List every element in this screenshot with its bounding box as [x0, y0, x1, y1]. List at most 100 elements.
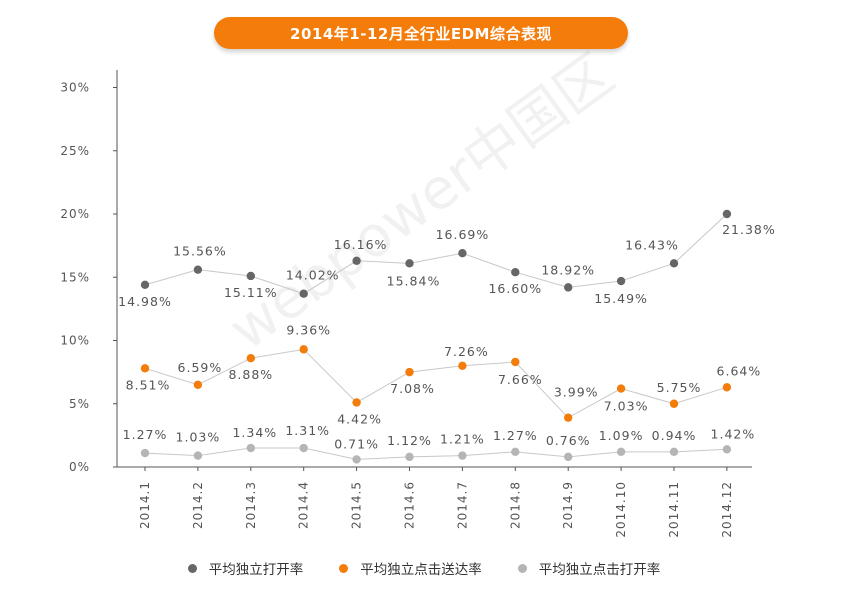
data-label: 7.03%	[604, 399, 649, 414]
data-point	[511, 267, 520, 277]
data-point	[722, 209, 732, 219]
data-point	[458, 249, 467, 258]
series-line	[144, 447, 727, 460]
data-point	[458, 361, 467, 370]
data-label: 7.26%	[444, 344, 489, 359]
data-label: 8.88%	[228, 367, 273, 382]
legend-label: 平均独立点击送达率	[360, 562, 482, 578]
data-label: 1.03%	[176, 430, 221, 445]
x-tick-label: 2014.2	[191, 481, 205, 529]
legend-marker	[339, 563, 349, 573]
x-tick-label: 2014.11	[667, 481, 681, 538]
legend-item: 平均独立点击打开率	[517, 558, 660, 578]
data-point	[511, 447, 520, 457]
data-label: 16.43%	[625, 237, 679, 252]
data-point	[405, 367, 414, 377]
data-label: 4.42%	[337, 411, 382, 426]
data-label: 14.98%	[118, 294, 172, 309]
series-lines	[144, 213, 728, 460]
data-label: 18.92%	[541, 262, 595, 277]
y-tick-label: 15%	[60, 270, 90, 284]
data-point	[352, 455, 361, 464]
data-point	[352, 256, 361, 266]
legend-item: 平均独立打开率	[187, 558, 304, 578]
legend-item: 平均独立点击送达率	[339, 558, 482, 578]
data-label: 9.36%	[286, 322, 331, 337]
data-label: 16.60%	[488, 281, 542, 296]
y-tick-label: 25%	[60, 144, 90, 158]
data-label: 1.21%	[440, 432, 485, 447]
data-point	[616, 384, 626, 393]
y-tick-label: 0%	[69, 460, 90, 474]
data-point	[669, 399, 679, 408]
data-point	[299, 345, 308, 354]
data-point	[511, 357, 520, 367]
y-tick-label: 5%	[69, 397, 90, 411]
data-point	[140, 364, 150, 373]
data-point	[405, 452, 414, 462]
data-label: 15.49%	[594, 291, 648, 306]
data-label: 0.76%	[546, 433, 591, 448]
data-point	[458, 451, 467, 460]
x-tick-label: 2014.3	[244, 481, 258, 529]
legend: 平均独立打开率 平均独立点击送达率 平均独立点击打开率	[0, 558, 848, 578]
data-label: 1.42%	[711, 426, 756, 441]
series-points	[140, 209, 732, 464]
data-label: 3.99%	[554, 385, 599, 400]
data-label: 1.27%	[493, 428, 538, 443]
legend-label: 平均独立打开率	[208, 562, 304, 578]
data-point	[564, 452, 573, 462]
data-point	[193, 265, 203, 274]
data-label: 14.02%	[286, 268, 340, 283]
data-point	[616, 276, 626, 286]
data-point	[299, 289, 308, 298]
chart-axes: 0% 5% 10% 15% 20% 25% 30% 2014.1 2014.2 2014.3 201…	[60, 70, 752, 538]
data-label: 1.27%	[123, 427, 168, 442]
x-tick-label: 2014.12	[720, 481, 734, 538]
legend-marker	[187, 563, 197, 573]
data-label: 15.84%	[387, 273, 441, 288]
data-label: 16.69%	[436, 227, 490, 242]
legend-marker	[517, 563, 527, 573]
x-tick-label: 2014.9	[561, 481, 575, 529]
data-point	[564, 413, 573, 422]
x-tick-label: 2014.5	[350, 481, 364, 529]
data-point	[246, 271, 255, 281]
x-tick-label: 2014.4	[297, 481, 311, 529]
data-point	[616, 447, 626, 457]
chart-title: 2014年1-12月全行业EDM综合表现	[214, 17, 628, 49]
data-point	[299, 443, 308, 453]
data-label: 6.64%	[717, 363, 762, 378]
data-point	[140, 280, 150, 290]
data-label: 5.75%	[657, 380, 702, 395]
data-label: 1.12%	[387, 433, 432, 448]
data-point	[722, 445, 732, 454]
data-label: 8.51%	[126, 377, 171, 392]
data-point	[352, 398, 361, 407]
data-label: 0.94%	[652, 428, 697, 443]
data-point	[405, 259, 414, 268]
data-label: 21.38%	[722, 222, 776, 237]
data-point	[193, 380, 203, 389]
data-point	[246, 354, 255, 363]
data-label: 15.56%	[173, 244, 227, 259]
data-point	[669, 447, 679, 457]
y-tick-label: 30%	[60, 81, 90, 95]
data-label: 7.08%	[390, 381, 435, 396]
x-tick-label: 2014.1	[138, 481, 152, 529]
data-point	[669, 259, 679, 268]
x-tick-label: 2014.7	[455, 481, 469, 529]
x-tick-label: 2014.6	[403, 481, 417, 529]
data-label: 16.16%	[334, 237, 388, 252]
data-label: 1.34%	[232, 425, 277, 440]
series-line	[144, 348, 728, 419]
data-point	[140, 448, 150, 458]
data-label: 6.59%	[178, 360, 223, 375]
x-tick-label: 2014.8	[508, 481, 522, 529]
series-line	[144, 213, 728, 295]
data-label: 1.09%	[599, 428, 644, 443]
data-label: 15.11%	[224, 285, 278, 300]
data-point	[246, 443, 255, 453]
data-point	[564, 283, 573, 292]
